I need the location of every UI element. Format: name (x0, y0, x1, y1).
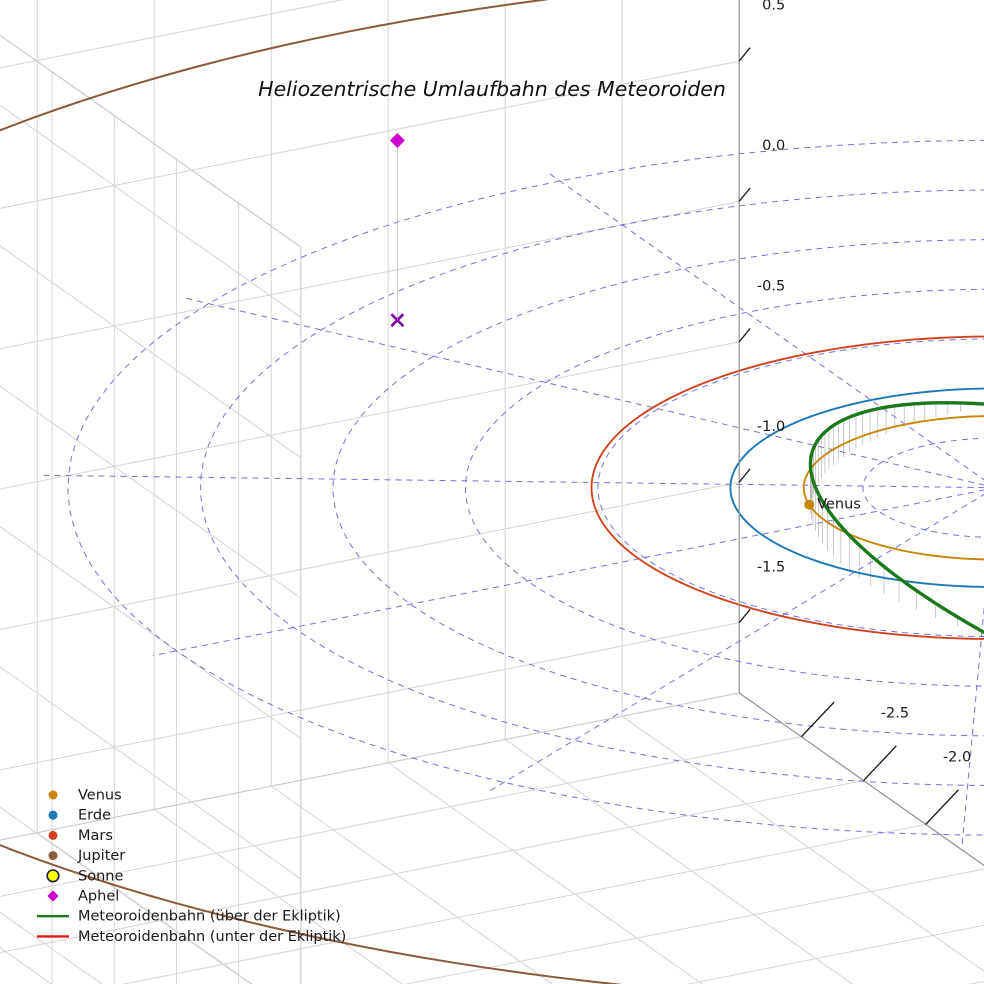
axis-tick-label: -1.0 (757, 419, 785, 435)
legend-label: Meteoroidenbahn (über der Ekliptik) (78, 909, 341, 925)
legend-diamond-swatch (47, 890, 59, 902)
meteoroid-orbit (808, 401, 984, 635)
legend-label: Erde (78, 808, 111, 824)
axis-tick-label: -2.0 (943, 749, 971, 765)
legend-label: Venus (78, 788, 122, 804)
axis-decorations: -2.5-2.0-1.5-1.0-0.50.00.50.00.51.01.52.… (738, 0, 984, 867)
legend-label: Mars (78, 828, 113, 844)
axis-tick-label: -0.5 (757, 279, 785, 295)
figure-title: Heliozentrische Umlaufbahn des Meteoroid… (258, 77, 726, 101)
legend-label: Jupiter (77, 848, 125, 864)
legend-circle-swatch (48, 851, 58, 861)
legend: Venus Erde Mars Jupiter Sonne Aphel Meteoroide… (37, 788, 346, 945)
legend-circle-swatch (46, 869, 60, 883)
legend-label: Aphel (78, 889, 119, 905)
orbit-droplines (810, 402, 961, 627)
legend-circle-swatch (48, 810, 58, 820)
aphel-marker (389, 132, 405, 148)
axis-tick-label: -1.5 (757, 559, 785, 575)
aphel-projection-cross (390, 313, 405, 328)
planet-orbits (590, 335, 984, 640)
venus-marker (804, 499, 815, 510)
legend-label: Sonne (78, 868, 123, 884)
legend-label: Meteoroidenbahn (unter der Ekliptik) (78, 929, 346, 945)
axis-tick-label: 0.0 (762, 138, 785, 154)
axis-tick-label: -2.5 (881, 706, 909, 722)
legend-circle-swatch (48, 830, 58, 840)
venus-label: Venus (817, 497, 861, 513)
axis-tick-label: 0.5 (762, 0, 785, 14)
legend-circle-swatch (48, 790, 58, 800)
